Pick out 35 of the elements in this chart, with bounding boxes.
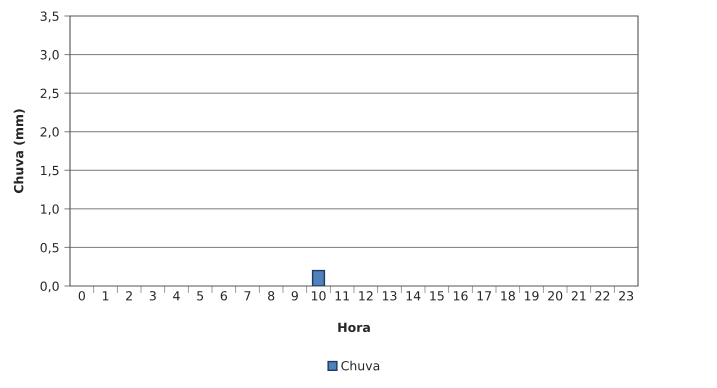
x-tick-label: 18	[501, 291, 515, 301]
y-tick-label: 3,0	[40, 50, 59, 61]
y-tick-label: 2,5	[40, 88, 58, 100]
x-tick-label: 22	[595, 291, 610, 300]
x-tick-label: 9	[292, 291, 298, 301]
x-tick-label: 3	[150, 291, 156, 301]
x-tick-label: 0	[78, 291, 85, 301]
x-tick-label: 16	[454, 291, 468, 301]
y-tick-label: 3,5	[40, 11, 58, 22]
x-tick-label: 21	[572, 291, 586, 300]
y-tick-label: 1,5	[41, 166, 58, 176]
x-tick-label: 23	[619, 291, 634, 301]
x-tick-label: 1	[102, 291, 108, 300]
y-tick-label: 2,0	[40, 127, 59, 138]
x-tick-label: 15	[430, 291, 444, 301]
y-tick-label: 0,5	[40, 242, 58, 254]
x-tick-label: 19	[524, 291, 539, 301]
legend-label: Chuva	[341, 360, 380, 370]
x-tick-label: 7	[244, 291, 250, 300]
x-tick-label: 2	[126, 291, 132, 300]
x-tick-label: 10	[312, 291, 326, 301]
x-tick-label: 13	[382, 291, 396, 301]
x-tick-label: 8	[268, 291, 274, 301]
x-tick-label: 14	[406, 291, 420, 300]
x-tick-label: 17	[478, 291, 492, 300]
x-tick-label: 20	[548, 291, 562, 301]
x-tick-label: 6	[220, 291, 228, 301]
y-tick-label: 0,0	[40, 281, 59, 292]
x-tick-label: 4	[173, 291, 180, 300]
y-tick-label: 1,0	[41, 204, 59, 216]
y-axis-title: Chuva (mm)	[14, 109, 25, 194]
x-axis-title: Hora	[338, 322, 370, 332]
x-tick-label: 12	[359, 291, 373, 300]
x-tick-label: 11	[336, 291, 349, 300]
x-tick-label: 5	[197, 291, 204, 301]
